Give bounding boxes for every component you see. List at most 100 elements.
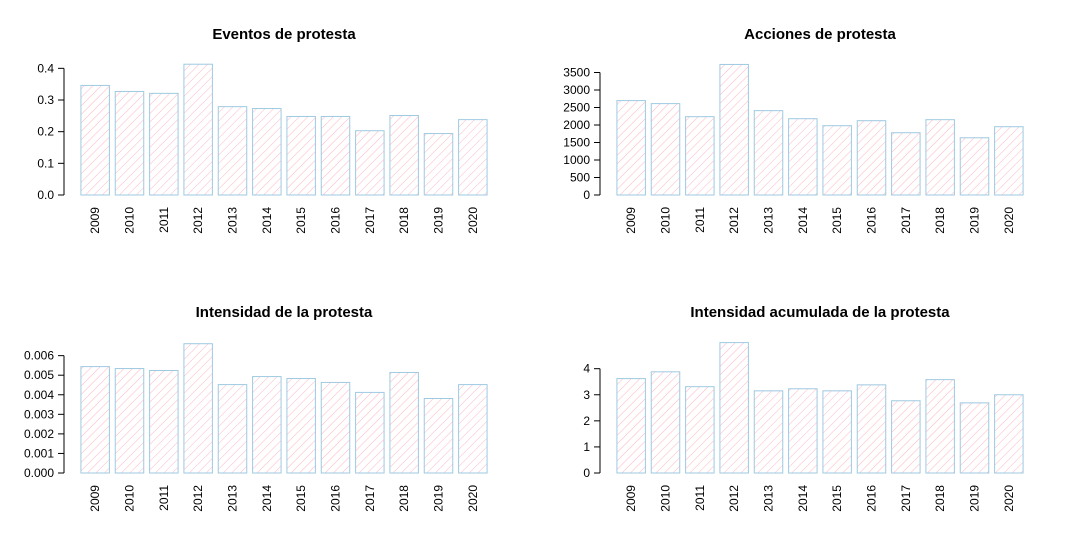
x-tick-label: 2014 xyxy=(796,485,810,512)
y-tick-label: 0.004 xyxy=(24,388,54,402)
x-tick-label: 2018 xyxy=(933,207,947,234)
bar xyxy=(650,371,681,474)
bar xyxy=(217,384,248,474)
y-tick-label: 0.0 xyxy=(37,188,54,202)
bar xyxy=(114,368,145,474)
chart-title: Intensidad acumulada de la protesta xyxy=(690,304,950,321)
x-tick-label: 2011 xyxy=(693,207,707,233)
x-tick-label: 2009 xyxy=(88,485,102,512)
x-tick-label: 2017 xyxy=(363,485,377,512)
x-tick-label: 2011 xyxy=(157,207,171,233)
bar xyxy=(753,390,784,474)
y-tick-label: 3 xyxy=(583,388,590,402)
bar xyxy=(286,115,316,196)
x-tick-label: 2017 xyxy=(363,207,377,234)
x-tick-label: 2010 xyxy=(123,207,137,234)
x-tick-label: 2020 xyxy=(466,485,480,512)
x-tick-label: 2020 xyxy=(1002,485,1016,512)
bar xyxy=(925,379,955,474)
y-tick-label: 0.006 xyxy=(24,349,54,363)
bar xyxy=(685,386,715,474)
bar xyxy=(320,381,351,474)
bar xyxy=(959,137,990,196)
x-tick-label: 2012 xyxy=(191,485,205,512)
y-tick-label: 0.4 xyxy=(37,61,54,75)
bar xyxy=(822,125,852,196)
x-tick-label: 2011 xyxy=(157,485,171,511)
chart-title: Intensidad de la protesta xyxy=(196,304,373,321)
x-tick-label: 2019 xyxy=(968,485,982,512)
x-tick-label: 2013 xyxy=(762,485,776,512)
bar xyxy=(80,84,110,196)
x-tick-label: 2015 xyxy=(830,207,844,234)
x-tick-label: 2018 xyxy=(397,485,411,512)
y-tick-label: 0.002 xyxy=(24,427,54,441)
bar xyxy=(423,397,454,474)
x-tick-label: 2014 xyxy=(260,485,274,512)
y-tick-label: 0.005 xyxy=(24,368,54,382)
x-tick-label: 2013 xyxy=(226,485,240,512)
x-tick-label: 2014 xyxy=(796,207,810,234)
bar xyxy=(891,132,921,196)
bar xyxy=(788,388,818,474)
bar xyxy=(458,119,488,196)
bar xyxy=(753,110,784,196)
x-tick-label: 2018 xyxy=(933,485,947,512)
y-tick-label: 0.000 xyxy=(24,466,54,480)
bar xyxy=(891,400,921,474)
x-tick-label: 2020 xyxy=(466,207,480,234)
x-tick-label: 2018 xyxy=(397,207,411,234)
y-tick-label: 0.3 xyxy=(37,93,54,107)
bar xyxy=(650,103,681,196)
x-tick-label: 2012 xyxy=(191,207,205,234)
y-tick-label: 2500 xyxy=(563,101,590,115)
x-tick-label: 2009 xyxy=(624,207,638,234)
x-tick-label: 2014 xyxy=(260,207,274,234)
y-tick-label: 4 xyxy=(583,362,590,376)
bar xyxy=(685,116,715,196)
x-tick-label: 2016 xyxy=(865,485,879,512)
bar xyxy=(856,384,887,474)
y-tick-label: 3500 xyxy=(563,66,590,80)
bar xyxy=(80,366,110,474)
bar xyxy=(856,120,887,196)
bar xyxy=(719,342,749,474)
x-tick-label: 2012 xyxy=(727,207,741,234)
bar xyxy=(320,115,351,196)
x-tick-label: 2013 xyxy=(226,207,240,234)
x-tick-label: 2010 xyxy=(123,485,137,512)
bar xyxy=(994,394,1024,474)
bar xyxy=(252,376,282,474)
chart-title: Eventos de protesta xyxy=(212,26,356,43)
x-tick-label: 2016 xyxy=(329,485,343,512)
x-tick-label: 2019 xyxy=(432,485,446,512)
bar xyxy=(252,108,282,196)
bar xyxy=(286,378,316,474)
x-tick-label: 2017 xyxy=(899,207,913,234)
x-tick-label: 2016 xyxy=(865,207,879,234)
x-tick-label: 2012 xyxy=(727,485,741,512)
y-tick-label: 3000 xyxy=(563,83,590,97)
x-tick-label: 2010 xyxy=(659,207,673,234)
x-tick-label: 2009 xyxy=(624,485,638,512)
x-tick-label: 2016 xyxy=(329,207,343,234)
x-tick-label: 2015 xyxy=(294,207,308,234)
y-tick-label: 2000 xyxy=(563,118,590,132)
y-tick-label: 0.1 xyxy=(37,156,54,170)
bar xyxy=(822,390,852,474)
y-tick-label: 2 xyxy=(583,414,590,428)
y-tick-label: 0 xyxy=(583,466,590,480)
bar xyxy=(959,402,990,474)
bar xyxy=(183,343,213,474)
bar xyxy=(389,115,419,196)
bar xyxy=(719,63,749,196)
bar xyxy=(114,90,145,196)
x-tick-label: 2009 xyxy=(88,207,102,234)
bar xyxy=(149,370,179,474)
x-tick-label: 2013 xyxy=(762,207,776,234)
y-tick-label: 1 xyxy=(583,440,590,454)
x-tick-label: 2019 xyxy=(968,207,982,234)
x-tick-label: 2020 xyxy=(1002,207,1016,234)
bar xyxy=(355,391,385,474)
y-tick-label: 0.003 xyxy=(24,407,54,421)
